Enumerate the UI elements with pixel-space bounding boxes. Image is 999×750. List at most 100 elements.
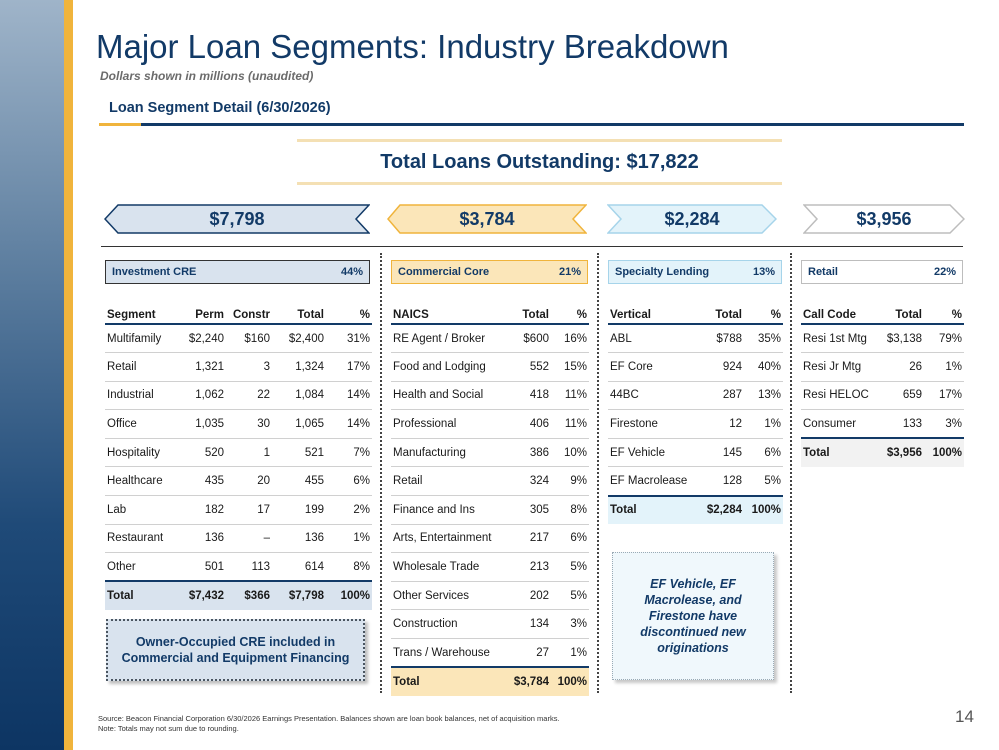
- table-cell: $160: [226, 324, 272, 354]
- row-label: Total: [105, 580, 177, 610]
- table-cell: 7%: [326, 438, 372, 468]
- table-row: Restaurant 136–136 1%: [105, 524, 372, 554]
- table-cell: $3,784: [507, 666, 551, 696]
- chevron-left-shape: [104, 204, 370, 234]
- column-divider: [380, 253, 382, 693]
- table-total-row: Total $3,784 100%: [391, 666, 589, 696]
- table-cell: 1: [226, 438, 272, 468]
- table-cell: 520: [177, 438, 226, 468]
- table-row: Other Services 202 5%: [391, 581, 589, 611]
- row-label: Resi Jr Mtg: [801, 352, 876, 382]
- column-divider: [597, 253, 599, 693]
- page-number: 14: [955, 707, 974, 726]
- segment-header-label: Specialty Lending: [615, 266, 710, 278]
- table-cell: 3: [226, 352, 272, 382]
- table-cell: 552: [507, 352, 551, 382]
- table-row: Healthcare 435 20 455 6%: [105, 466, 372, 497]
- table-cell: 79%: [924, 324, 964, 354]
- table-cell: 100%: [924, 437, 964, 467]
- table-cell: 1,321: [177, 352, 226, 382]
- table-row: Wholesale Trade 213 5%: [391, 552, 589, 582]
- row-label: Restaurant: [105, 524, 177, 554]
- table-cell: $2,400: [272, 324, 326, 354]
- chevron-specialty-lending: $2,284: [607, 204, 777, 234]
- table-cell: 1%: [924, 352, 964, 382]
- left-gold-stripe: [64, 0, 73, 750]
- table-cell: 113: [226, 552, 272, 582]
- chevron-commercial-core: $3,784: [387, 204, 587, 234]
- table-cell: 6%: [551, 524, 589, 554]
- column-header: NAICS: [391, 306, 507, 325]
- table-cell: 3%: [924, 409, 964, 439]
- table-total-row: Total $2,284 100%: [608, 494, 783, 525]
- table-row: Consumer 133 3%: [801, 409, 964, 439]
- table-cell: $600: [507, 324, 551, 354]
- segment-header-pct: 21%: [558, 266, 581, 278]
- row-label: Food and Lodging: [391, 352, 507, 382]
- table-cell: 418: [507, 381, 551, 411]
- row-label: Total: [801, 437, 876, 467]
- table-cell: 659: [876, 381, 924, 411]
- table-cell: 501: [177, 552, 226, 582]
- table-cell: 5%: [551, 581, 589, 611]
- table-row: Resi 1st Mtg $3,138 79%: [801, 324, 964, 354]
- column-header: Constr: [226, 306, 272, 325]
- table-cell: 128: [698, 466, 744, 497]
- table-cell: 100%: [326, 580, 372, 610]
- left-decorative-bar: [0, 0, 64, 750]
- table-row: Manufacturing 386 10%: [391, 438, 589, 468]
- table-cell: 5%: [744, 466, 783, 497]
- table-commercial-core: NAICS Total % RE Agent / Broker $600 16% Fo…: [391, 306, 589, 696]
- discontinued-originations-note: EF Vehicle, EF Macrolease, and Firestone…: [612, 552, 774, 680]
- table-cell: 27: [507, 638, 551, 668]
- table-cell: 145: [698, 438, 744, 468]
- row-label: Hospitality: [105, 438, 177, 468]
- table-cell: $2,284: [698, 494, 744, 525]
- table-cell: 17%: [326, 352, 372, 382]
- table-cell: 1,065: [272, 409, 326, 439]
- column-header: Total: [698, 306, 744, 325]
- table-cell: 2%: [326, 495, 372, 525]
- column-header: Call Code: [801, 306, 876, 325]
- table-row: Construction 134 3%: [391, 609, 589, 640]
- table-row: Other 501 113 614 8%: [105, 552, 372, 582]
- table-cell: 8%: [551, 495, 589, 525]
- segment-header-retail: Retail 22%: [801, 260, 963, 284]
- row-label: Resi 1st Mtg: [801, 324, 876, 354]
- column-header: Segment: [105, 306, 177, 325]
- table-cell: 1,084: [272, 381, 326, 411]
- table-cell: 1%: [551, 638, 589, 668]
- table-cell: 217: [507, 524, 551, 554]
- table-cell: 3%: [551, 609, 589, 640]
- table-cell: 924: [698, 352, 744, 382]
- table-row: EF Vehicle 145 6%: [608, 438, 783, 468]
- table-cell: 6%: [744, 438, 783, 468]
- table-row: Resi HELOC 659 17%: [801, 381, 964, 411]
- table-row: Resi Jr Mtg 26 1%: [801, 352, 964, 382]
- table-row: RE Agent / Broker $600 16%: [391, 324, 589, 354]
- segment-header-pct: 22%: [933, 266, 956, 278]
- row-label: Consumer: [801, 409, 876, 439]
- row-label: Industrial: [105, 381, 177, 411]
- table-cell: $788: [698, 324, 744, 354]
- table-cell: 213: [507, 552, 551, 582]
- row-label: 44BC: [608, 381, 698, 411]
- table-cell: 6%: [326, 466, 372, 497]
- table-cell: 17%: [924, 381, 964, 411]
- table-row: Retail 324 9%: [391, 466, 589, 497]
- table-row: EF Core 924 40%: [608, 352, 783, 382]
- table-row: ABL $788 35%: [608, 324, 783, 354]
- table-cell: 30: [226, 409, 272, 439]
- column-header: Vertical: [608, 306, 698, 325]
- table-cell: 14%: [326, 409, 372, 439]
- chevron-value: $3,956: [856, 209, 912, 229]
- table-cell: 16%: [551, 324, 589, 354]
- table-cell: 133: [876, 409, 924, 439]
- table-row: Retail 1,321 3 1,324 17%: [105, 352, 372, 382]
- table-cell: $7,798: [272, 580, 326, 610]
- table-cell: $2,240: [177, 324, 226, 354]
- chevron-right-shape: [607, 204, 777, 234]
- table-row: Trans / Warehouse 27 1%: [391, 638, 589, 668]
- table-cell: 12: [698, 409, 744, 439]
- table-cell: 134: [507, 609, 551, 640]
